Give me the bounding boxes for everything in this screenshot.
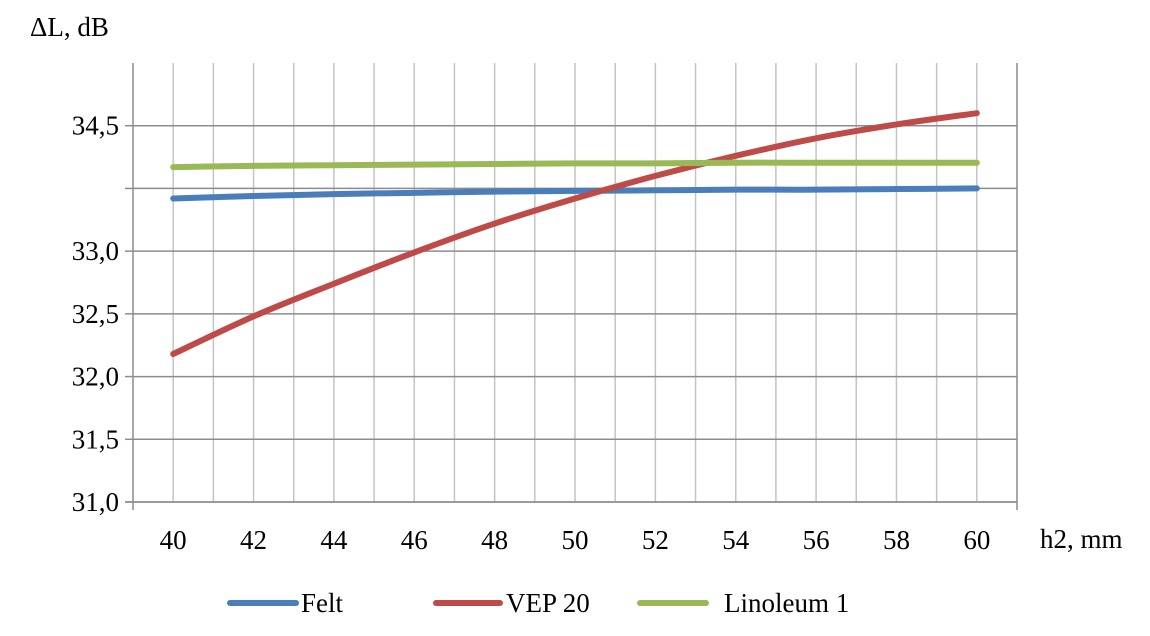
x-tick-label: 44 <box>320 525 348 555</box>
axes <box>125 63 1018 510</box>
series-line-vep-20 <box>170 110 980 357</box>
y-tick-label: 32,5 <box>72 299 119 329</box>
legend: Felt VEP 20 Linoleum 1 <box>227 588 849 618</box>
x-tick-label: 60 <box>963 525 990 555</box>
tick-labels: 31,0 31,5 32,0 32,5 33,0 34,5 40 42 44 46 48 50 52 54… <box>72 111 991 555</box>
x-tick-label: 42 <box>240 525 267 555</box>
x-tick-label: 52 <box>642 525 669 555</box>
legend-label-felt: Felt <box>301 588 344 618</box>
y-tick-label: 34,5 <box>72 111 119 141</box>
x-tick-label: 56 <box>803 525 830 555</box>
y-tick-label: 31,5 <box>72 424 119 454</box>
series-line-felt <box>170 185 980 202</box>
y-tick-label: 32,0 <box>72 362 119 392</box>
x-tick-label: 50 <box>562 525 589 555</box>
x-tick-label: 48 <box>481 525 508 555</box>
legend-label-linoleum-1: Linoleum 1 <box>724 588 849 618</box>
series-line-linoleum-1 <box>170 159 980 171</box>
y-tick-label: 31,0 <box>72 487 119 517</box>
x-tick-label: 54 <box>722 525 750 555</box>
x-tick-label: 40 <box>160 525 187 555</box>
y-tick-label: 33,0 <box>72 236 119 266</box>
legend-label-vep-20: VEP 20 <box>506 588 590 618</box>
x-tick-label: 58 <box>883 525 910 555</box>
series-lines <box>170 110 980 357</box>
x-axis-title: h2, mm <box>1040 524 1123 554</box>
x-tick-label: 46 <box>401 525 428 555</box>
y-axis-title: ΔL, dB <box>30 12 109 42</box>
